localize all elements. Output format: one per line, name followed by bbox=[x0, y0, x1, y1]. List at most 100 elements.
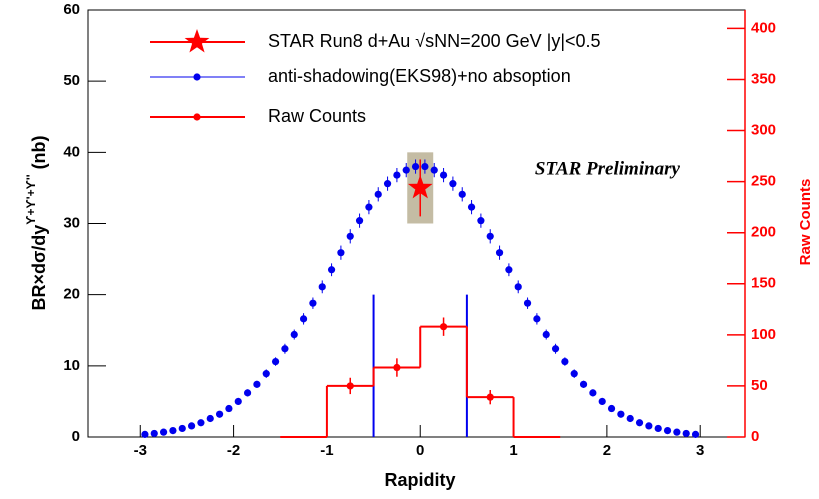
data-point bbox=[253, 380, 261, 388]
y2-tick-label: 150 bbox=[751, 275, 776, 292]
data-point bbox=[635, 419, 644, 427]
legend-dot bbox=[193, 73, 201, 81]
x-axis-label: Rapidity bbox=[384, 470, 455, 490]
y-tick-label: 50 bbox=[63, 72, 80, 89]
data-point bbox=[486, 232, 494, 240]
data-point bbox=[663, 426, 672, 435]
y2-tick-label: 0 bbox=[751, 428, 759, 445]
data-point bbox=[467, 203, 476, 211]
x-tick-label: -2 bbox=[227, 442, 240, 459]
x-tick-label: 1 bbox=[509, 442, 517, 459]
data-point bbox=[570, 370, 578, 378]
legend-dot bbox=[193, 113, 201, 121]
data-point bbox=[495, 249, 504, 257]
data-point bbox=[430, 166, 438, 174]
data-point bbox=[551, 345, 560, 353]
data-point bbox=[169, 426, 177, 435]
x-tick-label: 3 bbox=[696, 442, 704, 459]
data-point bbox=[309, 299, 317, 307]
y2-tick-label: 300 bbox=[751, 122, 776, 139]
data-point bbox=[477, 217, 485, 225]
annotation: STAR Preliminary bbox=[535, 158, 681, 179]
data-point bbox=[318, 283, 326, 291]
data-point bbox=[682, 429, 690, 438]
data-point bbox=[225, 404, 233, 413]
data-point bbox=[617, 410, 625, 418]
data-point bbox=[439, 171, 448, 179]
data-point bbox=[271, 357, 280, 366]
y2-tick-label: 50 bbox=[751, 377, 768, 394]
data-point bbox=[178, 424, 186, 433]
data-point bbox=[327, 266, 336, 274]
data-point bbox=[355, 217, 364, 225]
hist-point bbox=[346, 382, 354, 390]
data-point bbox=[243, 389, 252, 397]
data-point bbox=[691, 430, 700, 438]
data-point bbox=[281, 345, 289, 353]
hist-point bbox=[393, 363, 401, 372]
y-tick-label: 0 bbox=[72, 428, 80, 445]
data-point bbox=[523, 299, 532, 307]
y2-tick-label: 400 bbox=[751, 19, 776, 36]
data-point bbox=[561, 357, 569, 366]
data-point bbox=[337, 249, 345, 257]
hist-point bbox=[486, 393, 494, 401]
data-point bbox=[402, 166, 410, 174]
y-tick-label: 10 bbox=[63, 357, 80, 374]
y-tick-label: 40 bbox=[63, 143, 80, 160]
legend-label: anti-shadowing(EKS98)+no absoption bbox=[268, 66, 571, 86]
y-tick-label: 30 bbox=[63, 214, 80, 231]
legend-label: STAR Run8 d+Au √sNN=200 GeV |y|<0.5 bbox=[268, 31, 601, 51]
data-point bbox=[589, 389, 597, 397]
x-tick-label: -1 bbox=[320, 442, 333, 459]
data-point bbox=[598, 397, 606, 406]
data-point bbox=[607, 404, 616, 413]
data-point bbox=[197, 419, 205, 427]
legend-label: Raw Counts bbox=[268, 106, 366, 126]
y-tick-label: 60 bbox=[63, 1, 80, 18]
data-point bbox=[505, 266, 513, 274]
data-point bbox=[673, 428, 681, 436]
data-point bbox=[290, 330, 298, 339]
x-tick-label: 2 bbox=[603, 442, 611, 459]
data-point bbox=[393, 171, 401, 179]
y2-tick-label: 100 bbox=[751, 326, 776, 343]
y-label-unit: (nb) bbox=[29, 135, 49, 174]
data-point bbox=[299, 315, 308, 323]
y-label-sup: ϒ+ϒ'+ϒ'' bbox=[24, 174, 38, 224]
star-point bbox=[407, 174, 433, 199]
y2-axis-label: Raw Counts bbox=[797, 179, 814, 266]
data-point bbox=[187, 422, 196, 430]
data-point bbox=[374, 190, 382, 198]
data-point bbox=[449, 180, 457, 188]
data-point bbox=[579, 380, 588, 388]
y-tick-label: 20 bbox=[63, 286, 80, 303]
data-point bbox=[626, 414, 634, 423]
data-point bbox=[346, 232, 354, 240]
data-point bbox=[654, 424, 662, 433]
data-point bbox=[514, 283, 522, 291]
data-point bbox=[645, 422, 653, 430]
y2-tick-label: 250 bbox=[751, 173, 776, 190]
data-point bbox=[411, 162, 420, 171]
x-tick-label: -3 bbox=[134, 442, 147, 459]
hist-point bbox=[439, 323, 448, 331]
data-point bbox=[383, 180, 392, 188]
data-point bbox=[421, 162, 429, 171]
data-point bbox=[141, 430, 149, 438]
legend-star bbox=[184, 29, 210, 53]
y2-tick-label: 200 bbox=[751, 224, 776, 241]
data-point bbox=[365, 203, 373, 211]
y2-tick-label: 350 bbox=[751, 70, 776, 87]
data-point bbox=[458, 190, 466, 198]
y-axis-label: BR×dσ/dyϒ+ϒ'+ϒ'' (nb) bbox=[24, 135, 49, 310]
data-point bbox=[150, 429, 158, 438]
data-point bbox=[159, 428, 168, 436]
data-point bbox=[206, 414, 214, 423]
data-point bbox=[262, 370, 270, 378]
x-tick-label: 0 bbox=[416, 442, 424, 459]
y-label-main: BR×dσ/dy bbox=[29, 225, 49, 311]
data-point bbox=[215, 410, 224, 418]
data-point bbox=[533, 315, 541, 323]
